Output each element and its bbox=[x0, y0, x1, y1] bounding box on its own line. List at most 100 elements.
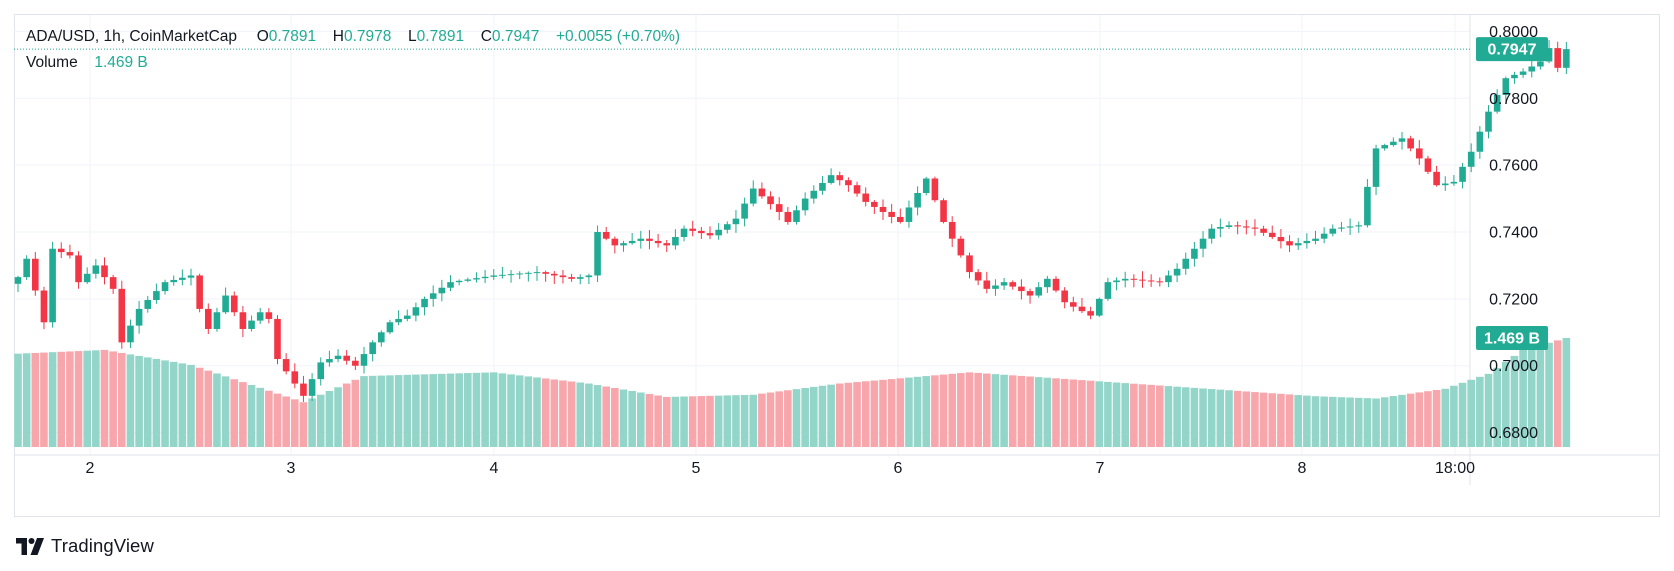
volume-bar bbox=[974, 372, 982, 447]
volume-bar bbox=[1294, 395, 1302, 447]
price-axis[interactable]: 0.8000 0.7800 0.7600 0.7400 0.7200 0.7000 0.68… bbox=[1489, 24, 1538, 442]
open-label: O bbox=[256, 28, 269, 45]
volume-bar bbox=[1207, 389, 1216, 447]
volume-bar bbox=[827, 384, 835, 447]
candle-body bbox=[1277, 237, 1285, 242]
price-tick-label: 0.7400 bbox=[1489, 225, 1538, 242]
high-label: H bbox=[332, 28, 344, 45]
candle-body bbox=[767, 196, 774, 205]
volume-bar bbox=[464, 373, 472, 447]
candle-body bbox=[611, 238, 619, 246]
volume-bar bbox=[135, 355, 143, 447]
volume-bar bbox=[221, 376, 230, 447]
candle-body bbox=[1165, 275, 1172, 283]
candle-body bbox=[308, 379, 316, 396]
candle-body bbox=[1459, 166, 1466, 182]
volume-bar bbox=[1441, 388, 1450, 447]
candle-body bbox=[1078, 306, 1086, 312]
volume-bar bbox=[1415, 392, 1424, 447]
volume-bar bbox=[861, 381, 870, 447]
time-axis[interactable]: 2 3 4 5 6 7 8 18:00 bbox=[86, 460, 1476, 477]
volume-bar bbox=[688, 396, 697, 447]
symbol-label[interactable]: ADA/USD, 1h, CoinMarketCap bbox=[26, 28, 238, 45]
volume-bar bbox=[351, 379, 360, 447]
high-value: 0.7978 bbox=[344, 28, 392, 45]
candle-body bbox=[1268, 232, 1276, 238]
candle-body bbox=[758, 188, 766, 197]
open-value: 0.7891 bbox=[268, 28, 317, 45]
volume-bar bbox=[1467, 379, 1475, 447]
volume-bar bbox=[403, 374, 412, 447]
volume-bar bbox=[1164, 386, 1173, 447]
time-tick-label: 2 bbox=[86, 460, 95, 477]
candle-body bbox=[1528, 66, 1536, 72]
change-value: +0.0055 (+0.70%) bbox=[555, 28, 681, 45]
volume-label[interactable]: Volume bbox=[26, 54, 78, 71]
candle-body bbox=[602, 232, 610, 239]
volume-bar bbox=[265, 390, 273, 447]
candle-body bbox=[187, 275, 195, 278]
volume-bar bbox=[325, 391, 334, 447]
candle-body bbox=[1018, 286, 1025, 292]
volume-bar bbox=[1121, 383, 1129, 447]
candle-body bbox=[1554, 48, 1561, 68]
volume-bar bbox=[775, 391, 783, 447]
candle-body bbox=[628, 240, 636, 244]
brand-name: TradingView bbox=[51, 535, 154, 556]
volume-bar bbox=[247, 384, 256, 447]
volume-bar bbox=[1458, 382, 1467, 447]
candle-body bbox=[672, 237, 679, 246]
candle-body bbox=[914, 192, 921, 208]
candle-body bbox=[1390, 141, 1397, 146]
volume-bar bbox=[1527, 347, 1536, 447]
time-tick-label: 7 bbox=[1096, 460, 1105, 477]
volume-bar bbox=[412, 374, 420, 447]
time-tick-label: 3 bbox=[287, 460, 296, 477]
volume-bar bbox=[697, 396, 706, 447]
volume-bar bbox=[524, 376, 533, 447]
volume-bar bbox=[31, 352, 40, 447]
volume-bar bbox=[204, 370, 213, 447]
volume-bar bbox=[1285, 394, 1294, 447]
volume-bar bbox=[291, 399, 299, 447]
candle-body bbox=[481, 276, 489, 279]
candle-body bbox=[1433, 171, 1440, 186]
candle-body bbox=[533, 272, 541, 274]
candle-body bbox=[395, 318, 402, 323]
volume-value: 1.469 B bbox=[94, 54, 148, 71]
candle-body bbox=[1303, 240, 1311, 244]
volume-bar bbox=[1259, 392, 1268, 447]
candle-body bbox=[230, 295, 238, 313]
volume-bar bbox=[931, 375, 939, 447]
volume-bar bbox=[316, 394, 325, 447]
volume-bar bbox=[896, 378, 905, 447]
price-tick-label: 0.8000 bbox=[1489, 24, 1538, 41]
volume-bar bbox=[1484, 373, 1493, 447]
volume-bar bbox=[1078, 380, 1086, 447]
volume-bar bbox=[74, 351, 83, 447]
volume-bar bbox=[1086, 380, 1095, 447]
volume-bar bbox=[1320, 396, 1328, 447]
candle-body bbox=[1070, 302, 1077, 307]
price-tick-label: 0.7600 bbox=[1489, 158, 1538, 175]
volume-bar bbox=[879, 379, 887, 447]
tradingview-logo[interactable]: TradingView bbox=[16, 533, 154, 559]
volume-bar bbox=[818, 385, 827, 447]
candle-body bbox=[845, 180, 852, 186]
last-volume-tag-label: 1.469 B bbox=[1484, 331, 1540, 348]
candle-body bbox=[1545, 48, 1553, 62]
candle-body bbox=[1095, 298, 1103, 316]
volume-bar bbox=[835, 383, 844, 447]
candle-body bbox=[369, 342, 376, 355]
volume-bar bbox=[965, 372, 974, 447]
volume-bar bbox=[169, 361, 178, 447]
candle-body bbox=[1182, 258, 1190, 269]
candle-body bbox=[144, 299, 152, 309]
volume-bar bbox=[1562, 338, 1571, 447]
volume-bar bbox=[1000, 374, 1008, 447]
volume-legend: Volume 1.469 B bbox=[26, 54, 148, 72]
volume-bar bbox=[455, 373, 463, 447]
candle-body bbox=[1173, 268, 1181, 276]
volume-bar bbox=[368, 375, 377, 447]
